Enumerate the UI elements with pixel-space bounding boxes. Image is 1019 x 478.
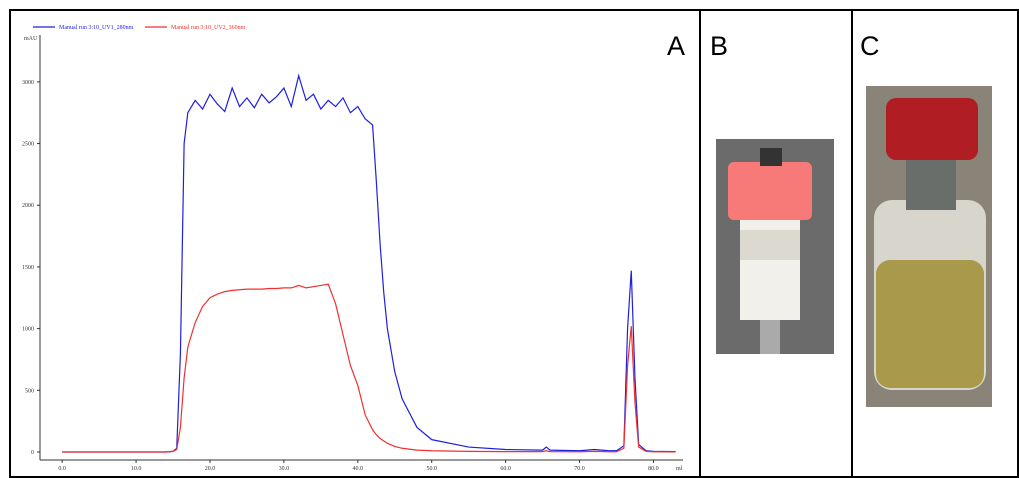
x-tick-label: 40.0 xyxy=(353,466,364,472)
series-line xyxy=(62,73,676,453)
y-tick-label: 1500 xyxy=(22,265,34,271)
panel-label: A xyxy=(667,31,685,61)
x-tick-label: 30.0 xyxy=(279,466,290,472)
panel-label: C xyxy=(860,31,880,61)
y-tick-label: 2000 xyxy=(22,203,34,209)
figure-border xyxy=(9,9,1019,478)
y-tick-label: 2500 xyxy=(22,142,34,148)
x-tick-label: 10.0 xyxy=(131,466,142,472)
legend-label: Manual run 3:10_UV1_280nm xyxy=(59,25,134,31)
photo-vial xyxy=(866,86,992,407)
x-axis-label: ml xyxy=(676,466,683,472)
y-tick-label: 0 xyxy=(31,450,34,456)
x-tick-label: 50.0 xyxy=(426,466,437,472)
photo-cartridge xyxy=(716,139,834,354)
x-tick-label: 80.0 xyxy=(648,466,659,472)
legend-label: Manual run 3:10_UV2_360nm xyxy=(171,25,246,31)
x-tick-label: 0.0 xyxy=(58,466,66,472)
series-line xyxy=(62,283,676,453)
y-tick-label: 1000 xyxy=(22,327,34,333)
y-axis-label: mAU xyxy=(24,36,38,42)
x-tick-label: 20.0 xyxy=(205,466,216,472)
x-tick-label: 60.0 xyxy=(500,466,511,472)
x-tick-label: 70.0 xyxy=(574,466,585,472)
y-tick-label: 500 xyxy=(25,388,34,394)
y-tick-label: 3000 xyxy=(22,80,34,86)
panel-label: B xyxy=(710,31,728,61)
